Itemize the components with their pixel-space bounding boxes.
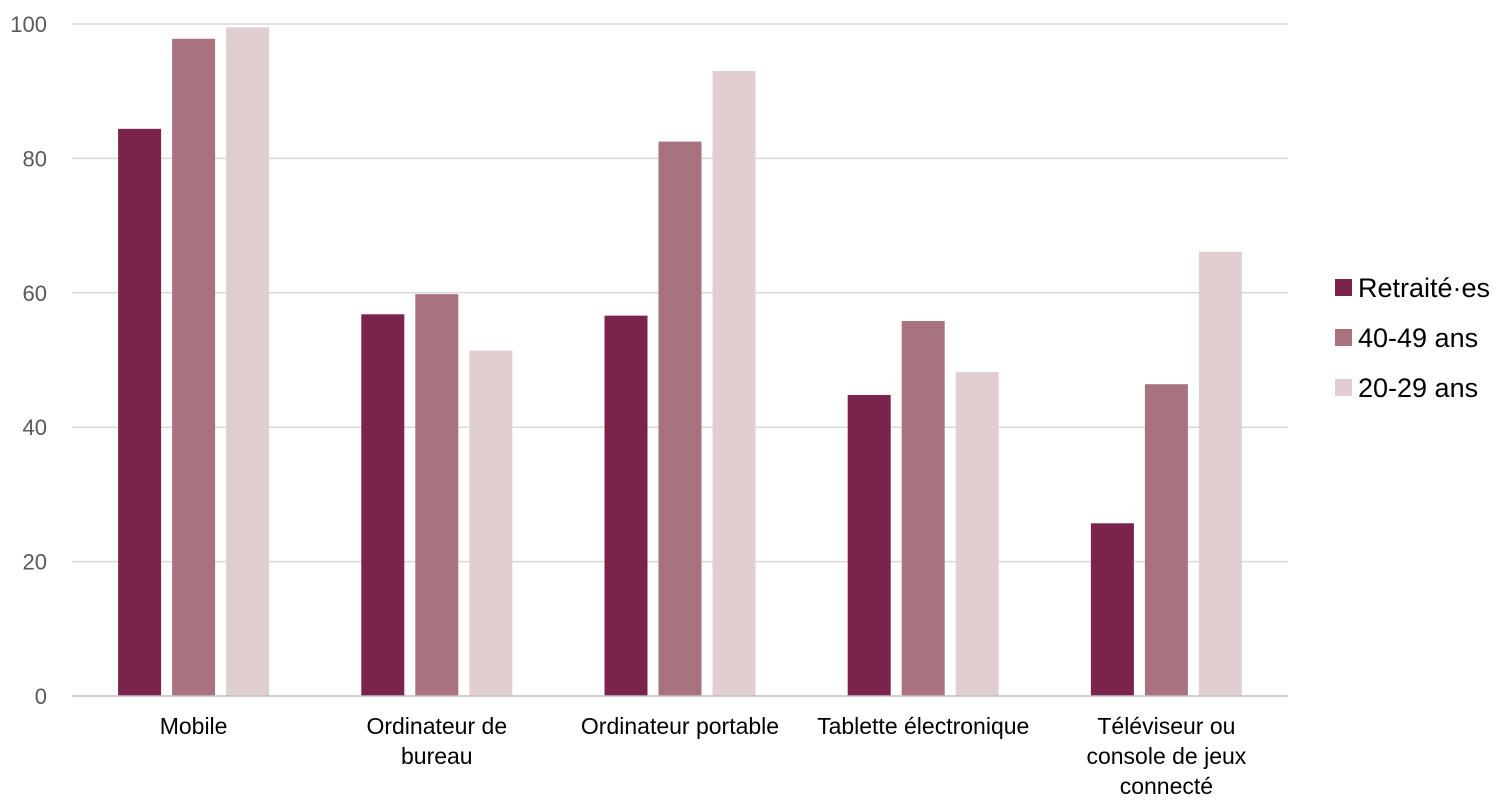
- y-tick-label: 0: [35, 684, 47, 709]
- x-tick-label: Téléviseur ou: [1097, 713, 1235, 739]
- bar-3-4: [955, 372, 999, 696]
- legend-label: Retraité·es: [1358, 273, 1490, 303]
- x-tick-label: connecté: [1120, 773, 1213, 799]
- bar-2-5: [1144, 384, 1188, 696]
- bar-3-2: [469, 350, 513, 696]
- y-tick-label: 20: [23, 550, 47, 575]
- legend-label: 40-49 ans: [1358, 323, 1478, 353]
- bar-2-2: [415, 294, 459, 696]
- bar-1-3: [604, 315, 648, 696]
- bar-1-2: [361, 314, 405, 696]
- bar-3-3: [712, 71, 756, 697]
- legend-swatch: [1335, 279, 1352, 296]
- bar-3-1: [226, 27, 270, 697]
- y-tick-label: 80: [23, 146, 47, 171]
- bar-3-5: [1198, 251, 1242, 697]
- bar-1-1: [118, 128, 162, 696]
- x-tick-label: Mobile: [160, 713, 228, 739]
- x-tick-label: Ordinateur portable: [581, 713, 779, 739]
- x-tick-label: Ordinateur de: [366, 713, 507, 739]
- x-axis-labels: Mobile Ordinateur de bureau Ordinateur port…: [160, 713, 1247, 799]
- bars: [118, 27, 1242, 697]
- y-axis-ticks: 0 20 40 60 80 100: [10, 12, 47, 709]
- bar-2-1: [172, 38, 216, 697]
- x-tick-label: bureau: [401, 743, 473, 769]
- bar-1-5: [1090, 523, 1134, 696]
- legend: Retraité·es 40-49 ans 20-29 ans: [1335, 273, 1490, 403]
- x-tick-label: Tablette électronique: [817, 713, 1029, 739]
- legend-swatch: [1335, 379, 1352, 396]
- legend-label: 20-29 ans: [1358, 373, 1478, 403]
- legend-swatch: [1335, 329, 1352, 346]
- x-tick-label: console de jeux: [1086, 743, 1246, 769]
- bar-1-4: [847, 394, 891, 696]
- bar-2-3: [658, 141, 702, 697]
- y-tick-label: 40: [23, 415, 47, 440]
- y-tick-label: 100: [10, 12, 47, 37]
- bar-2-4: [901, 321, 945, 696]
- y-tick-label: 60: [23, 281, 47, 306]
